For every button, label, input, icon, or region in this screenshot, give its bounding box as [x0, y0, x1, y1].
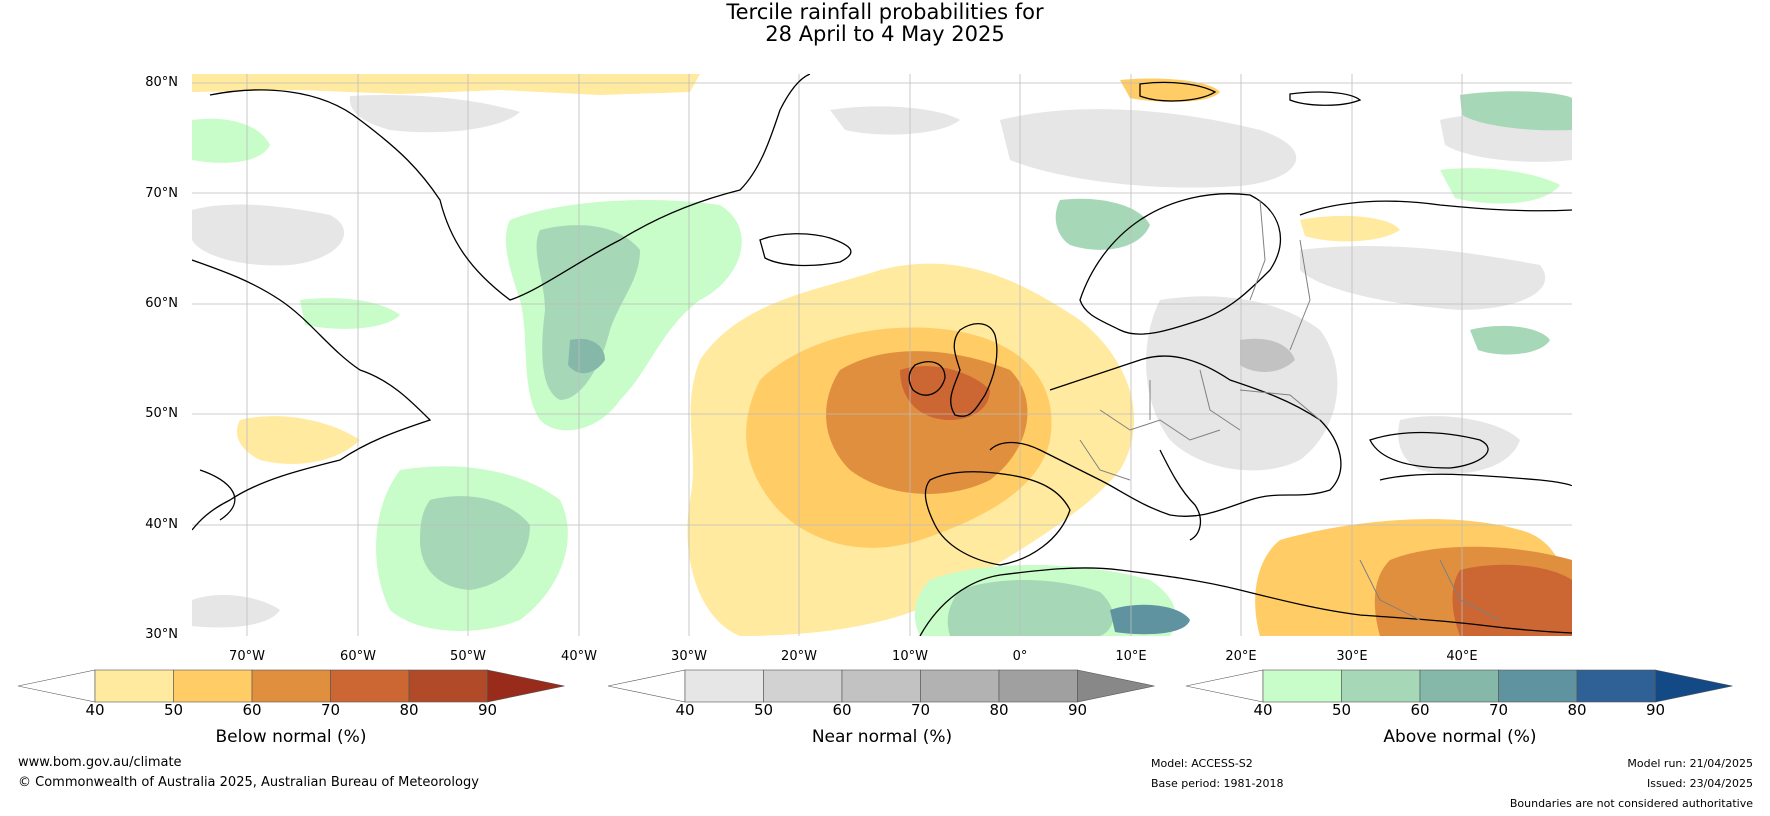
lat-label: 70°N — [145, 186, 178, 201]
colorbar-extend-high — [1655, 669, 1733, 703]
colorbar-segment — [408, 669, 488, 703]
above-normal-regions — [192, 91, 1572, 636]
colorbar-above-normal — [1185, 669, 1733, 703]
lat-label: 60°N — [145, 296, 178, 311]
colorbar-segment — [173, 669, 253, 703]
colorbar-extend-low — [1185, 669, 1264, 703]
lon-label: 40°W — [561, 649, 597, 664]
lon-label: 50°W — [450, 649, 486, 664]
colorbar-tick-label: 80 — [399, 701, 419, 719]
colorbar-segment — [841, 669, 921, 703]
colorbar-extend-high — [487, 669, 565, 703]
colorbar-segment — [684, 669, 764, 703]
website-link[interactable]: www.bom.gov.au/climate — [18, 755, 182, 770]
colorbar-tick-label: 80 — [1567, 701, 1587, 719]
colorbar-tick-label: 60 — [242, 701, 262, 719]
colorbar-tick-label: 50 — [1331, 701, 1352, 719]
lon-label: 20°W — [781, 649, 817, 664]
model-run-text: Model run: 21/04/2025 — [1627, 757, 1753, 770]
near-normal-regions — [192, 94, 1572, 628]
colorbar-tick-label: 40 — [1253, 701, 1273, 719]
issued-text: Issued: 23/04/2025 — [1646, 777, 1753, 790]
colorbar-segment — [1498, 669, 1578, 703]
map-title-line1: Tercile rainfall probabilities for — [726, 0, 1044, 24]
lon-label: 10°W — [892, 649, 928, 664]
lat-label: 50°N — [145, 406, 178, 421]
colorbar-extend-high — [1077, 669, 1155, 703]
lon-label: 40°E — [1446, 649, 1478, 664]
colorbar-below-normal — [17, 669, 565, 703]
colorbar-tick-label: 50 — [753, 701, 774, 719]
rainfall-probability-map — [192, 74, 1572, 636]
colorbar-segment — [998, 669, 1078, 703]
colorbar-tick-label: 60 — [1410, 701, 1430, 719]
lon-label: 60°W — [340, 649, 376, 664]
colorbar-extend-low — [607, 669, 686, 703]
colorbar-label-above-normal: Above normal (%) — [1383, 727, 1537, 747]
lat-label: 40°N — [145, 517, 178, 532]
colorbar-segment — [920, 669, 1000, 703]
colorbar-extend-low — [17, 669, 96, 703]
country-borders — [1079, 199, 1501, 621]
lon-label: 30°W — [671, 649, 707, 664]
colorbar-segment — [94, 669, 174, 703]
colorbar-label-near-normal: Near normal (%) — [811, 727, 953, 747]
colorbar-segment — [1576, 669, 1656, 703]
colorbar-tick-label: 40 — [85, 701, 105, 719]
model-text: Model: ACCESS-S2 — [1151, 757, 1253, 770]
lon-label: 20°E — [1225, 649, 1257, 664]
lon-label: 30°E — [1336, 649, 1368, 664]
colorbar-tick-label: 80 — [989, 701, 1009, 719]
lon-label: 10°E — [1115, 649, 1147, 664]
colorbar-near-normal — [607, 669, 1155, 703]
base-period-text: Base period: 1981-2018 — [1151, 777, 1284, 790]
colorbar-segment — [1262, 669, 1342, 703]
lat-label: 80°N — [145, 75, 178, 90]
colorbar-tick-label: 90 — [1645, 701, 1666, 719]
colorbar-tick-label: 50 — [163, 701, 184, 719]
lon-label: 70°W — [229, 649, 265, 664]
coastlines — [192, 74, 1572, 636]
colorbar-tick-label: 70 — [1488, 701, 1509, 719]
graticule — [192, 74, 1572, 636]
colorbar-segment — [763, 669, 843, 703]
colorbar-segment — [1419, 669, 1499, 703]
colorbar-segment — [330, 669, 410, 703]
map-title-line2: 28 April to 4 May 2025 — [765, 22, 1005, 46]
colorbar-tick-label: 90 — [1067, 701, 1088, 719]
colorbar-tick-label: 70 — [320, 701, 341, 719]
lon-label: 0° — [1012, 649, 1028, 664]
colorbar-segment — [251, 669, 331, 703]
colorbar-tick-label: 90 — [477, 701, 498, 719]
colorbar-tick-label: 60 — [832, 701, 852, 719]
colorbar-segment — [1341, 669, 1421, 703]
colorbar-tick-label: 70 — [910, 701, 931, 719]
disclaimer-text: Boundaries are not considered authoritat… — [1509, 797, 1753, 810]
copyright-text: © Commonwealth of Australia 2025, Austra… — [18, 775, 479, 790]
lat-label: 30°N — [145, 627, 178, 642]
colorbar-tick-label: 40 — [675, 701, 695, 719]
colorbar-label-below-normal: Below normal (%) — [215, 727, 367, 747]
